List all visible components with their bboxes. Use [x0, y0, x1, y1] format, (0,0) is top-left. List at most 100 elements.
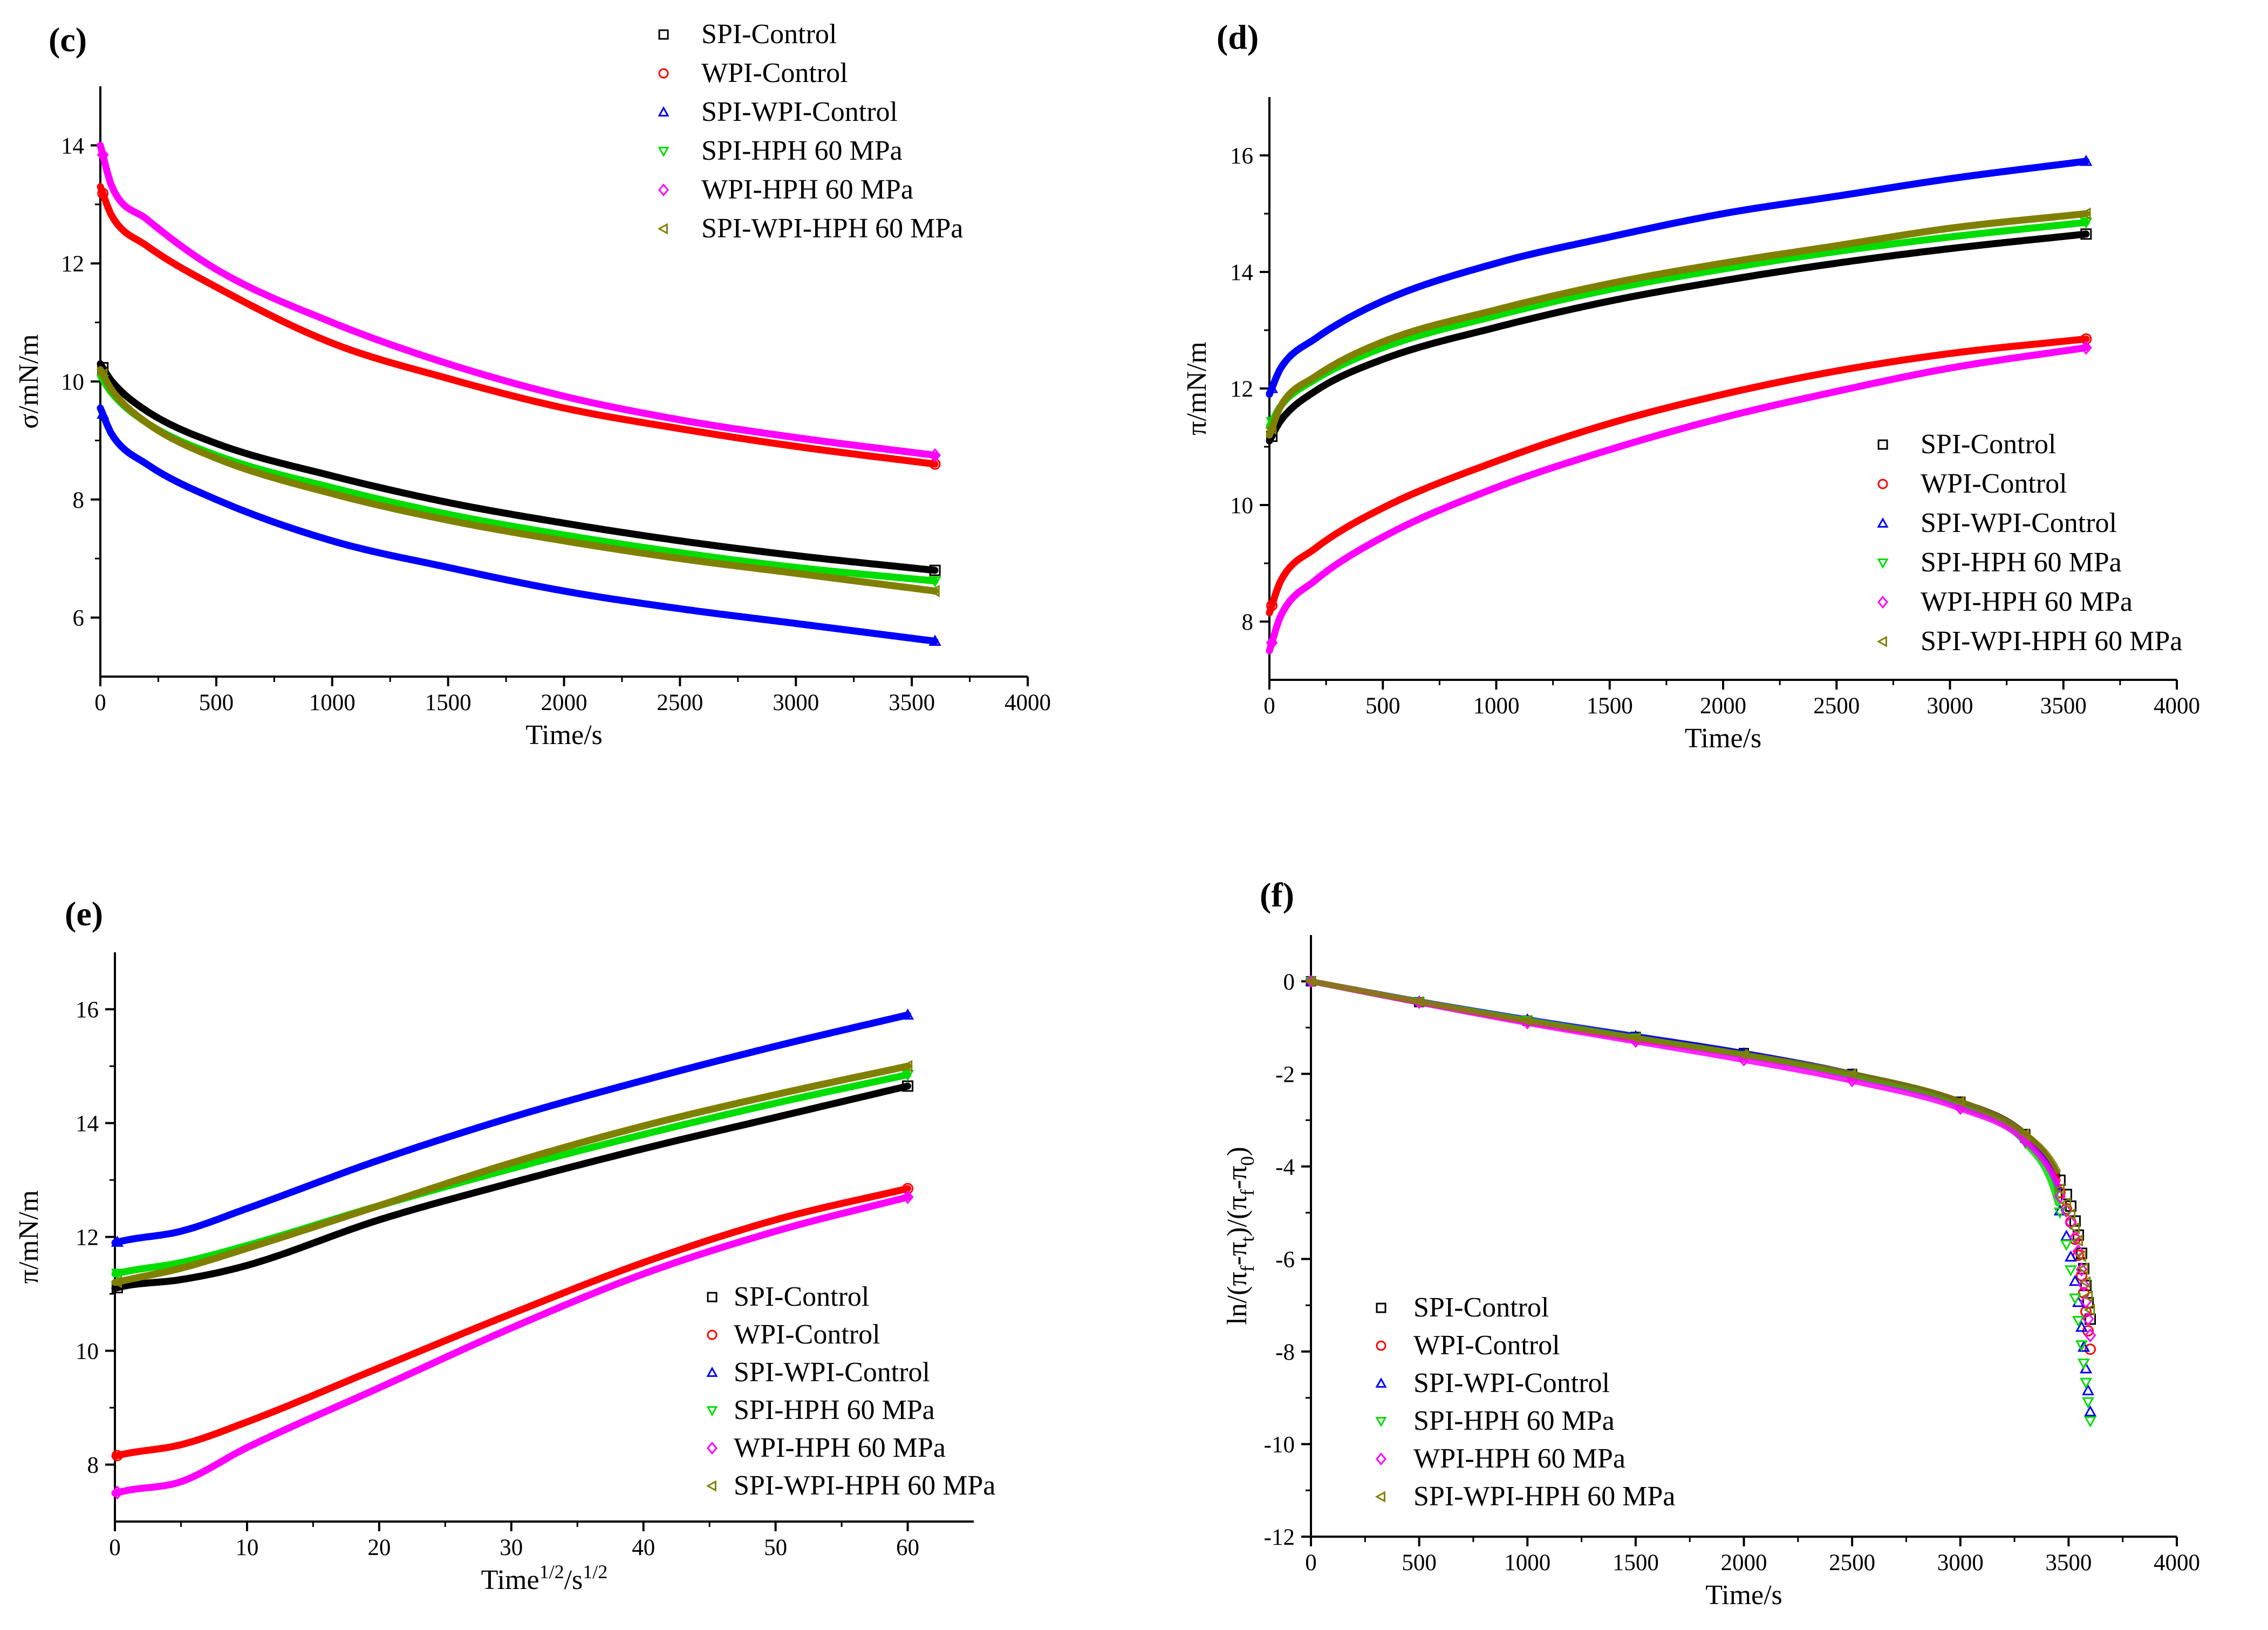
series-spi-wpi-hph-60-mpa [1265, 207, 2091, 439]
y-axis-label-part: t [1237, 1237, 1258, 1242]
data-point [2075, 1320, 2088, 1332]
data-point [2060, 1203, 2073, 1218]
data-point [1304, 976, 1315, 987]
legend-label: WPI-Control [734, 1319, 880, 1350]
x-tick-label: 1500 [1587, 693, 1633, 719]
series-spi-wpi-control [1265, 154, 2093, 398]
legend-label: WPI-HPH 60 MPa [1921, 586, 2133, 617]
y-tick-label: 14 [1230, 260, 1253, 285]
data-point [1266, 599, 1278, 611]
data-point [97, 407, 110, 419]
data-point [2064, 1265, 2077, 1277]
y-tick-label: 12 [61, 251, 84, 277]
legend-marker-icon [1877, 517, 1889, 528]
legend-item-spi-hph-60-mpa: SPI-HPH 60 MPa [1375, 1406, 1615, 1436]
legend-label: SPI-WPI-HPH 60 MPa [1413, 1481, 1675, 1512]
x-tick-label: 3000 [1927, 693, 1973, 719]
chart-panel-e: (e)0 10 20 30 40 50 60810121416Time1/2/s1/2π/m… [13, 895, 995, 1595]
data-point [2083, 1405, 2097, 1417]
y-tick-label: 10 [1230, 493, 1253, 519]
legend-marker-icon [1376, 1340, 1386, 1351]
data-point [901, 1060, 913, 1073]
legend-item-spi-hph-60-mpa: SPI-HPH 60 MPa [706, 1395, 935, 1426]
data-point [2085, 1343, 2096, 1355]
legend-marker-icon [1375, 1377, 1387, 1388]
data-point [2080, 333, 2092, 345]
x-axis-label: Time/s [525, 720, 603, 751]
data-point [2077, 1262, 2089, 1275]
y-tick-label: 16 [76, 998, 99, 1023]
legend-item-spi-wpi-control: SPI-WPI-Control [1375, 1368, 1610, 1399]
y-tick-label: 8 [73, 488, 85, 513]
x-tick-label: 4000 [2154, 1550, 2200, 1576]
panel-label: (e) [65, 895, 103, 933]
legend-marker-icon [1877, 479, 1888, 489]
series-wpi-hph-60-mpa [111, 1190, 914, 1500]
data-point [2079, 1276, 2091, 1289]
series-wpi-hph-60-mpa [97, 141, 941, 462]
series-line [97, 141, 939, 459]
data-point [2060, 1197, 2072, 1210]
y-axis-label-part: ) [1222, 1147, 1253, 1156]
series-line [1266, 158, 2090, 398]
series-line [1266, 219, 2090, 430]
legend-item-wpi-hph-60-mpa: WPI-HPH 60 MPa [1376, 1443, 1625, 1474]
x-tick-label: 2500 [657, 690, 703, 715]
x-tick-label: 500 [1402, 1550, 1437, 1576]
legend-marker-icon [1375, 1417, 1387, 1428]
data-point [901, 1190, 914, 1204]
legend-label: WPI-Control [1413, 1330, 1560, 1361]
legend-marker-icon [1376, 1302, 1386, 1313]
data-point [2072, 1234, 2083, 1247]
data-point [111, 1450, 123, 1462]
x-tick-label: 4000 [1005, 690, 1051, 715]
y-tick-label: -10 [1264, 1432, 1295, 1457]
y-tick-label: 8 [87, 1453, 99, 1478]
legend-label: SPI-HPH 60 MPa [1921, 547, 2122, 578]
data-point [2083, 1304, 2095, 1317]
y-tick-label: 14 [61, 133, 84, 159]
data-point [2081, 1290, 2093, 1303]
data-point [1738, 1048, 1748, 1060]
legend-label: SPI-Control [701, 19, 837, 50]
data-point [1265, 422, 1277, 435]
data-point [901, 1008, 914, 1020]
series-line [111, 1193, 911, 1497]
legend-marker-icon [707, 1329, 718, 1340]
legend-label: WPI-HPH 60 MPa [734, 1433, 946, 1463]
legend-marker-icon [1877, 596, 1888, 609]
series-line [111, 1011, 911, 1246]
data-point [2081, 1397, 2095, 1409]
data-point [929, 458, 941, 470]
x-axis-label-base: Time [481, 1565, 539, 1595]
x-tick-label: 2000 [1721, 1550, 1767, 1576]
panel-label: (f) [1260, 876, 1294, 914]
data-point [2075, 1262, 2088, 1277]
data-point [2081, 1384, 2095, 1395]
series-spi-control [111, 1080, 914, 1293]
data-point [1847, 1074, 1858, 1088]
legend-label: WPI-Control [701, 58, 848, 88]
y-tick-label: 8 [1242, 610, 1254, 635]
data-point [2075, 1250, 2087, 1263]
y-axis-label: σ/mN/m [13, 334, 44, 428]
series-wpi-control [1266, 333, 2092, 617]
x-tick-label: 500 [1365, 693, 1401, 719]
y-tick-label: 6 [73, 606, 85, 631]
legend-marker-icon [658, 147, 670, 158]
data-point [111, 1268, 124, 1280]
legend-item-spi-wpi-hph-60-mpa: SPI-WPI-HPH 60 MPa [1876, 626, 2182, 657]
x-tick-label: 3500 [2045, 1550, 2092, 1576]
x-tick-label: 2000 [541, 690, 588, 715]
data-point [1265, 381, 1279, 393]
legend-marker-icon [706, 1480, 716, 1492]
legend-item-spi-control: SPI-Control [1877, 429, 2056, 460]
legend-item-wpi-hph-60-mpa: WPI-HPH 60 MPa [658, 174, 913, 205]
legend-label: SPI-WPI-HPH 60 MPa [1921, 626, 2182, 657]
legend-item-spi-wpi-hph-60-mpa: SPI-WPI-HPH 60 MPa [706, 1470, 995, 1501]
legend-label: SPI-HPH 60 MPa [701, 135, 903, 166]
data-point [2072, 1316, 2085, 1327]
data-point [111, 1485, 124, 1500]
y-tick-label: 0 [1283, 970, 1295, 995]
series-line [111, 1071, 911, 1278]
